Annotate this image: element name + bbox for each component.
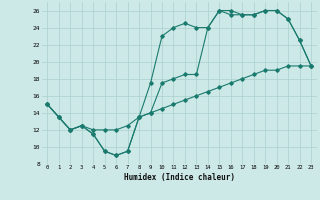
- X-axis label: Humidex (Indice chaleur): Humidex (Indice chaleur): [124, 173, 235, 182]
